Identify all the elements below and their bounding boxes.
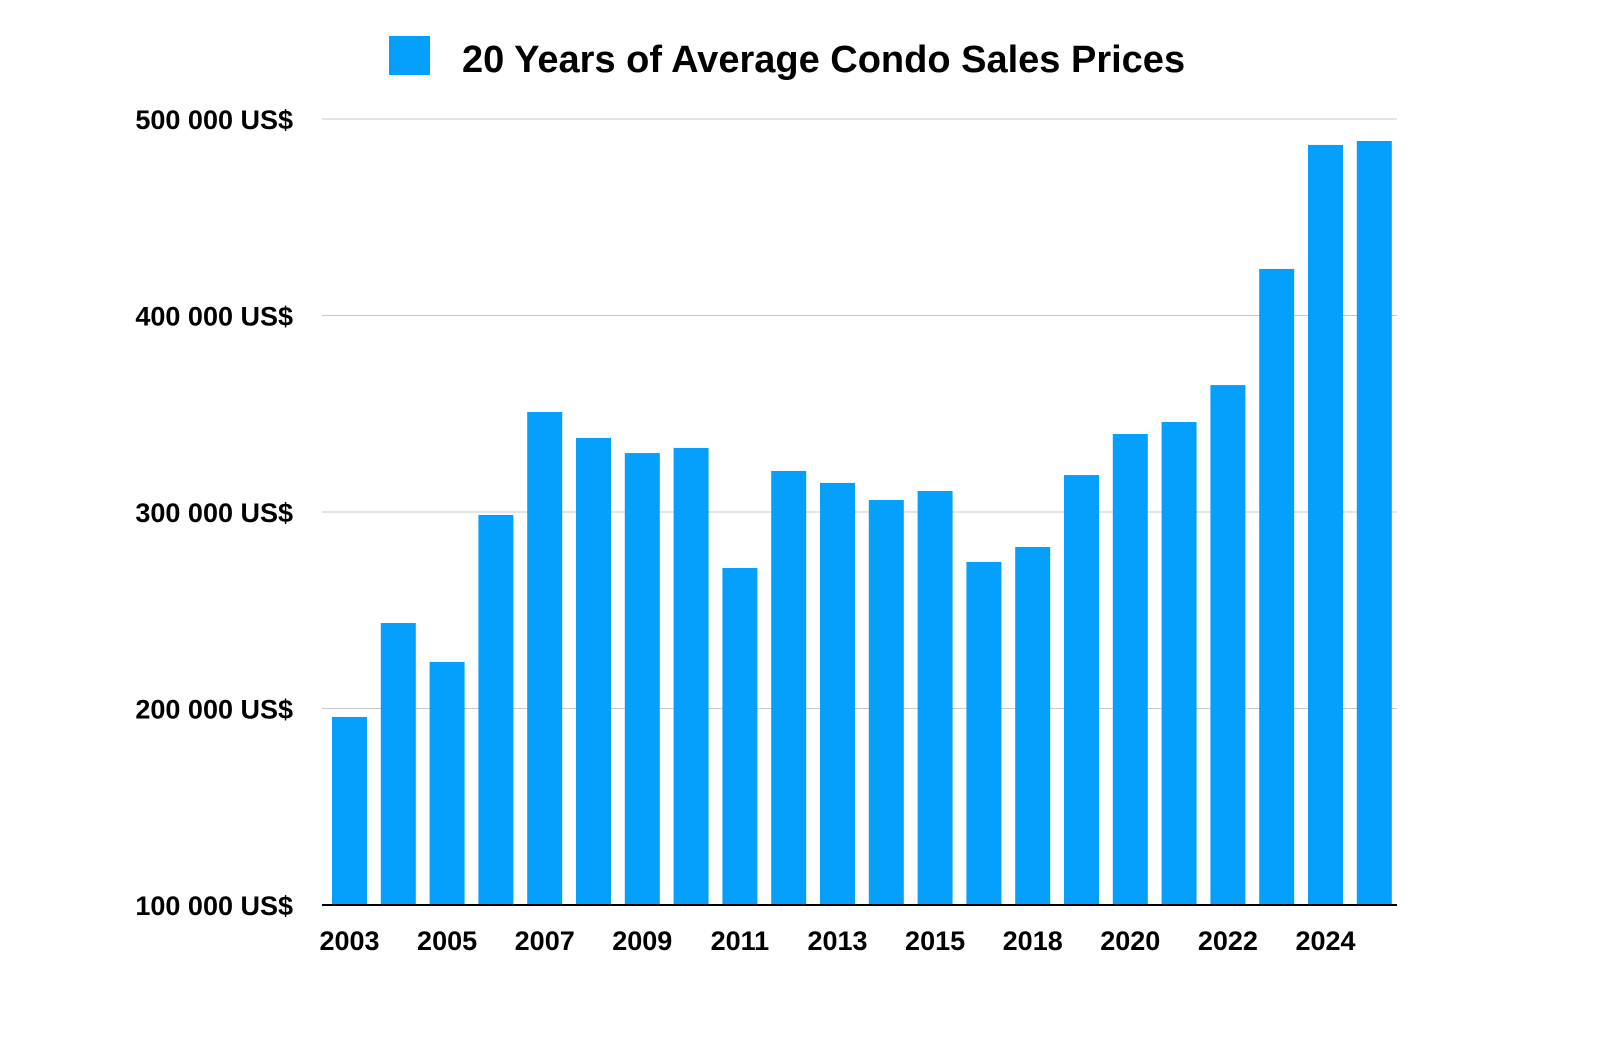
x-tick-label: 2020 xyxy=(1100,926,1160,956)
bar-2025 xyxy=(1356,141,1392,905)
bar-2017 xyxy=(966,561,1002,905)
y-tick-label: 500 000 US$ xyxy=(135,105,293,135)
legend-swatch xyxy=(389,36,430,75)
bars xyxy=(332,141,1392,906)
bar-2020 xyxy=(1112,433,1148,905)
bar-2013 xyxy=(820,482,855,905)
x-tick-label: 2007 xyxy=(515,926,575,956)
bar-2015 xyxy=(917,490,953,905)
x-axis-ticks: 2003 2005 2007 2009 2011 2013 2015 2018 2020 2022… xyxy=(319,926,1355,956)
y-tick-label: 200 000 US$ xyxy=(135,695,293,725)
bar-2023 xyxy=(1259,268,1295,905)
x-tick-label: 2009 xyxy=(612,926,672,956)
x-tick-label: 2024 xyxy=(1295,926,1355,956)
bar-2006 xyxy=(478,514,514,905)
y-tick-label: 300 000 US$ xyxy=(135,498,293,528)
bar-2008 xyxy=(576,437,611,905)
x-tick-label: 2005 xyxy=(417,926,477,956)
bar-2011 xyxy=(722,568,758,905)
x-tick-label: 2015 xyxy=(905,926,965,956)
bar-2014 xyxy=(868,500,904,905)
x-tick-label: 2013 xyxy=(807,926,867,956)
x-tick-label: 2003 xyxy=(319,926,379,956)
bar-2007 xyxy=(527,411,563,905)
bar-2018 xyxy=(1015,546,1051,905)
bar-2009 xyxy=(624,453,660,905)
bar-2012 xyxy=(771,470,807,905)
x-tick-label: 2018 xyxy=(1003,926,1063,956)
bar-2022 xyxy=(1210,385,1246,905)
bar-2010 xyxy=(673,447,709,905)
y-tick-label: 100 000 US$ xyxy=(135,891,293,921)
bar-2004 xyxy=(380,623,416,905)
y-tick-label: 400 000 US$ xyxy=(135,302,293,332)
y-axis-ticks: 100 000 US$ 200 000 US$ 300 000 US$ 400 000… xyxy=(135,105,293,921)
bar-2005 xyxy=(429,661,465,905)
x-tick-label: 2022 xyxy=(1198,926,1258,956)
bar-2019 xyxy=(1064,475,1099,905)
bar-2021 xyxy=(1161,422,1197,905)
chart-title: 20 Years of Average Condo Sales Prices xyxy=(462,39,1185,81)
bar-2003 xyxy=(332,716,367,905)
bar-2024 xyxy=(1308,144,1343,906)
x-tick-label: 2011 xyxy=(711,926,770,956)
